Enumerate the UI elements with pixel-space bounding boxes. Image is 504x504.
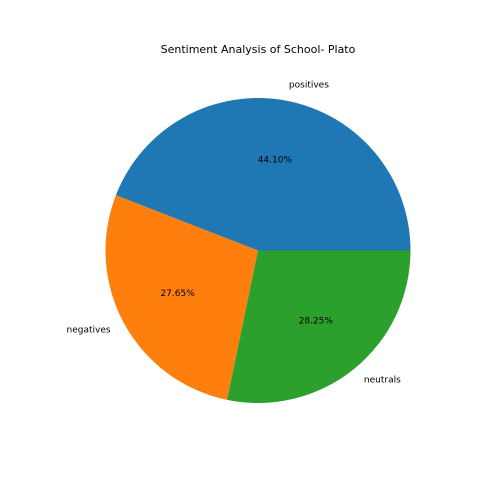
pie-category-label-neutrals: neutrals xyxy=(364,376,401,386)
pie-percent-label-negatives: 27.65% xyxy=(160,289,195,299)
pie-slices xyxy=(105,98,410,403)
pie-percent-label-neutrals: 28.25% xyxy=(299,316,334,326)
pie-percent-label-positives: 44.10% xyxy=(258,156,293,166)
pie-category-label-negatives: negatives xyxy=(67,326,111,336)
chart-title: Sentiment Analysis of School- Plato xyxy=(161,43,356,56)
pie-category-label-positives: positives xyxy=(289,81,329,91)
